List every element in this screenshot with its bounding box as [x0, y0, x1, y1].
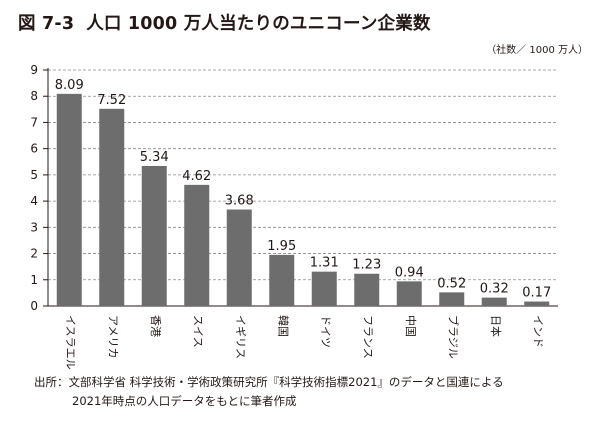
- value-label: 5.34: [140, 150, 169, 165]
- x-tick-label: イスラエル: [64, 315, 77, 370]
- value-label: 0.32: [480, 282, 509, 297]
- x-tick-label: 韓国: [276, 315, 289, 337]
- bar: [311, 271, 337, 306]
- x-tick-label: ドイツ: [319, 315, 332, 348]
- y-tick-label: 1: [30, 273, 38, 287]
- title-text: 人口 1000 万人当たりのユニコーン企業数: [86, 14, 431, 34]
- unit-label: （社数／ 1000 万人）: [486, 43, 588, 56]
- bar: [396, 281, 422, 306]
- value-labels: 8.09 7.52 5.34 4.62 3.68 1.95 1.31 1.23 0.94 0.52…: [55, 78, 551, 301]
- y-tick-label: 0: [30, 299, 38, 313]
- x-tick-label: 日本: [489, 315, 503, 337]
- y-tick-label: 8: [30, 89, 38, 103]
- bars: [56, 93, 550, 307]
- y-tick-label: 4: [30, 194, 38, 208]
- source-line-1: 出所：文部科学省 科学技術・学術政策研究所『科学技術指標2021』のデータと国連…: [34, 375, 504, 389]
- gridlines: [48, 69, 558, 281]
- y-tick-label: 9: [30, 63, 38, 77]
- value-label: 8.09: [55, 78, 84, 93]
- value-label: 1.23: [352, 258, 381, 273]
- bar: [481, 297, 507, 306]
- bar: [141, 165, 167, 306]
- y-axis: 0 1 2 3 4 5 6 7 8 9: [30, 63, 558, 313]
- value-label: 0.52: [437, 276, 466, 291]
- value-label: 3.68: [225, 194, 254, 209]
- bar: [56, 93, 82, 307]
- value-label: 1.31: [310, 256, 339, 271]
- source-line-2: 2021年時点の人口データをもとに筆者作成: [72, 394, 297, 408]
- value-label: 4.62: [182, 169, 211, 184]
- value-label: 0.94: [395, 265, 424, 280]
- value-label: 7.52: [97, 93, 126, 108]
- x-tick-label: フランス: [361, 315, 374, 359]
- x-tick-label: アメリカ: [106, 315, 119, 358]
- y-tick-label: 6: [30, 142, 38, 156]
- bar: [99, 108, 125, 306]
- bar: [269, 254, 295, 306]
- x-tick-label: イギリス: [234, 315, 247, 359]
- y-tick-label: 2: [30, 247, 38, 261]
- value-label: 0.17: [522, 286, 551, 301]
- bar: [439, 292, 465, 306]
- chart-title: 図 7-3 人口 1000 万人当たりのユニコーン企業数: [18, 10, 431, 35]
- source-note: 出所：文部科学省 科学技術・学術政策研究所『科学技術指標2021』のデータと国連…: [34, 373, 504, 411]
- x-axis-labels: イスラエル アメリカ 香港 スイス イギリス 韓国 ドイツ フランス 中国 ブラジル 日本 インド: [64, 315, 545, 370]
- y-tick-label: 7: [30, 115, 38, 129]
- bar: [524, 301, 550, 306]
- x-tick-label: 香港: [149, 315, 162, 337]
- value-label: 1.95: [267, 239, 296, 254]
- y-tick-label: 5: [30, 168, 38, 182]
- y-tick-label: 3: [30, 220, 38, 234]
- bar: [354, 273, 380, 306]
- x-tick-label: ブラジル: [446, 315, 460, 359]
- bar: [184, 184, 210, 306]
- x-tick-label: 中国: [404, 315, 417, 337]
- bar: [226, 209, 252, 306]
- x-tick-label: インド: [531, 315, 544, 348]
- x-tick-label: スイス: [191, 315, 204, 348]
- figure-number: 図 7-3: [18, 14, 75, 34]
